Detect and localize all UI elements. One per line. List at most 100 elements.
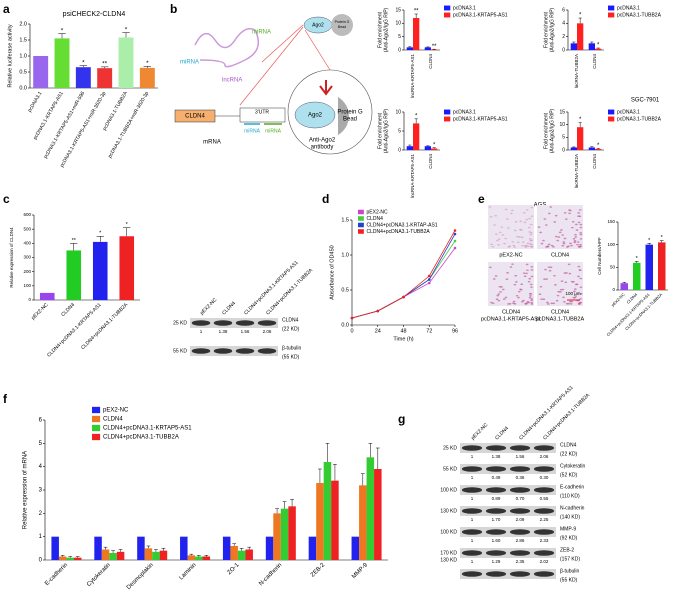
cell — [521, 241, 525, 243]
cell — [516, 241, 520, 244]
blot-band — [213, 320, 233, 326]
protein-size: (22 KD) — [560, 451, 578, 457]
label: miRNA — [244, 128, 260, 134]
legend-swatch — [608, 109, 615, 115]
y-tick-label: 15 — [395, 7, 401, 13]
x-tick-label: CLDN4+pcDNA3.1-KRTAP5-AS1 — [46, 302, 103, 359]
legend-swatch — [92, 415, 101, 423]
arrows — [239, 24, 331, 106]
legend-swatch — [444, 12, 451, 18]
legend-swatch — [358, 222, 364, 228]
cell — [511, 240, 515, 243]
bar — [431, 148, 438, 150]
cell — [552, 245, 555, 248]
significance-mark: * — [433, 142, 436, 148]
cell — [494, 214, 498, 217]
error-bar — [578, 122, 582, 128]
cell — [545, 246, 548, 248]
scale-bar-label: 100 μm — [565, 291, 580, 296]
cell — [577, 303, 581, 305]
image-label: CLDN4 — [551, 252, 569, 258]
cell-line-label: SGC-7901 — [631, 98, 660, 104]
cell — [539, 231, 543, 234]
bar — [195, 556, 203, 560]
bar — [588, 43, 595, 50]
error-bar — [96, 236, 104, 242]
cell — [530, 266, 534, 268]
cell — [526, 242, 530, 245]
cell — [538, 293, 542, 295]
error-bar — [432, 147, 436, 149]
band-quantification: 1 — [471, 559, 474, 564]
y-tick-label: 3 — [39, 488, 43, 494]
bar — [406, 146, 413, 150]
cell — [521, 244, 524, 247]
cell — [545, 278, 549, 280]
bead-shape — [338, 97, 349, 135]
cell — [497, 299, 501, 302]
legend-label: CLDN4+pcDNA3.1-KRTAP5-AS1 — [103, 426, 192, 432]
cell — [504, 237, 508, 240]
cell — [547, 212, 551, 215]
legend-label: pcDNA3.1-TUBB2A — [617, 12, 662, 18]
y-tick-label: 0 — [39, 558, 43, 564]
cell — [561, 288, 565, 291]
cell — [579, 226, 583, 229]
cell — [512, 300, 516, 303]
legend-swatch — [444, 109, 451, 115]
blot-band — [533, 487, 555, 493]
cell — [546, 303, 550, 305]
error-bar — [123, 227, 131, 237]
bar — [92, 241, 108, 300]
bar — [595, 48, 602, 50]
band-quantification: 1.38 — [492, 454, 501, 459]
cell — [576, 241, 580, 243]
blot-band — [257, 348, 277, 354]
cell — [573, 288, 577, 290]
x-tick-label: pEX2-NC — [30, 302, 49, 321]
error-bar — [275, 508, 279, 514]
error-bar — [408, 46, 412, 48]
y-axis-label: Fold enrichment — [377, 11, 383, 47]
error-bar — [596, 47, 600, 49]
significance-mark: * — [648, 238, 651, 244]
bar — [595, 148, 602, 150]
y-axis-label: Cell Numbers/HPF — [597, 237, 602, 275]
significance-mark: * — [125, 26, 128, 33]
cell — [530, 275, 534, 278]
cell — [523, 275, 527, 277]
cell — [550, 302, 554, 305]
error-bar — [204, 555, 209, 557]
cell — [570, 226, 574, 229]
cell — [530, 269, 534, 271]
bar — [588, 147, 595, 150]
cell — [530, 303, 534, 305]
cell — [544, 224, 548, 226]
cell — [517, 290, 521, 293]
blot-band — [509, 550, 531, 556]
label: Protein G — [337, 110, 363, 116]
cell — [529, 242, 532, 245]
legend-swatch — [444, 116, 451, 122]
label: miRNA — [180, 60, 199, 66]
bar — [280, 508, 289, 560]
cell — [528, 296, 532, 299]
cell — [539, 285, 543, 288]
cell — [508, 245, 512, 248]
legend-swatch — [608, 116, 615, 122]
error-bar — [118, 549, 123, 552]
cell — [545, 301, 549, 304]
band-quantification: 0.30 — [540, 475, 549, 480]
cell — [567, 245, 570, 248]
cell — [562, 242, 566, 245]
cell — [554, 235, 558, 238]
y-axis-label: Absorbance of OD450 — [329, 245, 335, 299]
lane-label: pEX2-NC — [199, 297, 218, 316]
legend-label: pcDNA3.1 — [617, 5, 640, 11]
cell — [561, 234, 565, 236]
cell — [523, 245, 527, 247]
significance-mark: * — [597, 43, 600, 49]
legend-swatch — [358, 229, 364, 234]
size-marker: 100 KD — [440, 529, 457, 535]
y-tick-label: 5 — [398, 34, 401, 40]
